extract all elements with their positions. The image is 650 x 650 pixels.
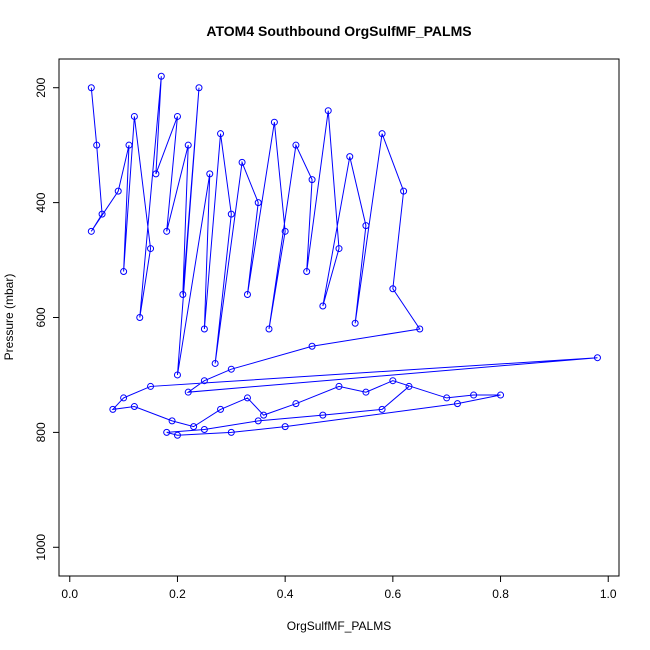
data-point — [389, 377, 397, 385]
x-axis: 0.0 0.2 0.4 0.6 0.8 1.0 — [61, 575, 617, 601]
data-point — [292, 400, 300, 408]
data-point — [362, 222, 370, 230]
y-tick-label: 1000 — [34, 534, 48, 561]
data-point — [168, 417, 176, 425]
series-line — [90, 76, 598, 436]
data-point — [125, 141, 133, 149]
data-point — [346, 153, 354, 161]
data-point — [324, 107, 332, 115]
y-tick-label: 800 — [34, 422, 48, 442]
data-point — [416, 325, 424, 333]
data-point — [292, 141, 300, 149]
data-point — [130, 112, 138, 120]
data-point — [227, 428, 235, 436]
data-point — [443, 394, 451, 402]
data-point — [147, 382, 155, 390]
data-point — [319, 302, 327, 310]
data-point — [227, 365, 235, 373]
y-tick-label: 600 — [34, 307, 48, 327]
data-point — [243, 291, 251, 299]
y-axis-label: Pressure (mbar) — [2, 274, 16, 361]
data-point — [260, 411, 268, 419]
data-point — [243, 394, 251, 402]
data-point — [281, 227, 289, 235]
data-point — [593, 354, 601, 362]
data-point — [87, 84, 95, 92]
data-point — [389, 285, 397, 293]
data-point — [470, 391, 478, 399]
data-point — [497, 391, 505, 399]
data-point — [163, 227, 171, 235]
data-point — [200, 426, 208, 434]
scatter-plot — [87, 72, 601, 439]
data-point — [362, 388, 370, 396]
data-point — [405, 382, 413, 390]
data-point — [114, 187, 122, 195]
data-point — [238, 158, 246, 166]
x-tick-label: 1.0 — [600, 587, 617, 601]
data-point — [98, 210, 106, 218]
x-axis-label: OrgSulfMF_PALMS — [287, 619, 391, 633]
data-point — [206, 170, 214, 178]
data-point — [254, 199, 262, 207]
data-point — [378, 405, 386, 413]
x-tick-label: 0.2 — [169, 587, 186, 601]
data-point — [136, 314, 144, 321]
data-point — [303, 268, 311, 276]
data-point — [184, 141, 192, 149]
data-point — [190, 423, 198, 431]
data-point — [109, 405, 117, 413]
data-point — [120, 268, 128, 276]
data-point — [163, 428, 171, 436]
data-point — [270, 118, 278, 126]
data-point — [227, 210, 235, 218]
data-point — [93, 141, 101, 149]
data-point — [173, 431, 181, 439]
data-point — [157, 72, 165, 80]
y-axis: 200 400 600 800 1000 — [34, 77, 60, 561]
data-point — [453, 400, 461, 408]
data-point — [120, 394, 128, 402]
y-tick-label: 400 — [34, 192, 48, 212]
data-point — [308, 176, 316, 184]
data-point — [319, 411, 327, 419]
data-point — [308, 342, 316, 350]
data-point — [254, 417, 262, 425]
data-point — [335, 382, 343, 390]
data-point — [335, 245, 343, 253]
data-point — [173, 112, 181, 120]
data-point — [184, 388, 192, 396]
data-point — [281, 423, 289, 431]
data-point — [211, 359, 219, 367]
x-tick-label: 0.6 — [385, 587, 402, 601]
data-point — [87, 227, 95, 235]
data-point — [265, 325, 273, 333]
x-tick-label: 0.8 — [492, 587, 509, 601]
y-tick-label: 200 — [34, 77, 48, 97]
data-point — [195, 84, 203, 92]
data-point — [400, 187, 408, 195]
data-point — [217, 405, 225, 413]
data-point — [179, 291, 187, 299]
data-point — [200, 325, 208, 333]
data-point — [147, 245, 155, 253]
data-point — [378, 130, 386, 138]
data-point — [217, 130, 225, 138]
data-point — [351, 319, 359, 327]
x-tick-label: 0.0 — [61, 587, 78, 601]
data-point — [130, 403, 138, 411]
data-point — [200, 377, 208, 385]
data-point — [173, 371, 181, 379]
x-tick-label: 0.4 — [277, 587, 294, 601]
data-point — [152, 170, 160, 178]
chart-title: ATOM4 Southbound OrgSulfMF_PALMS — [206, 23, 471, 39]
